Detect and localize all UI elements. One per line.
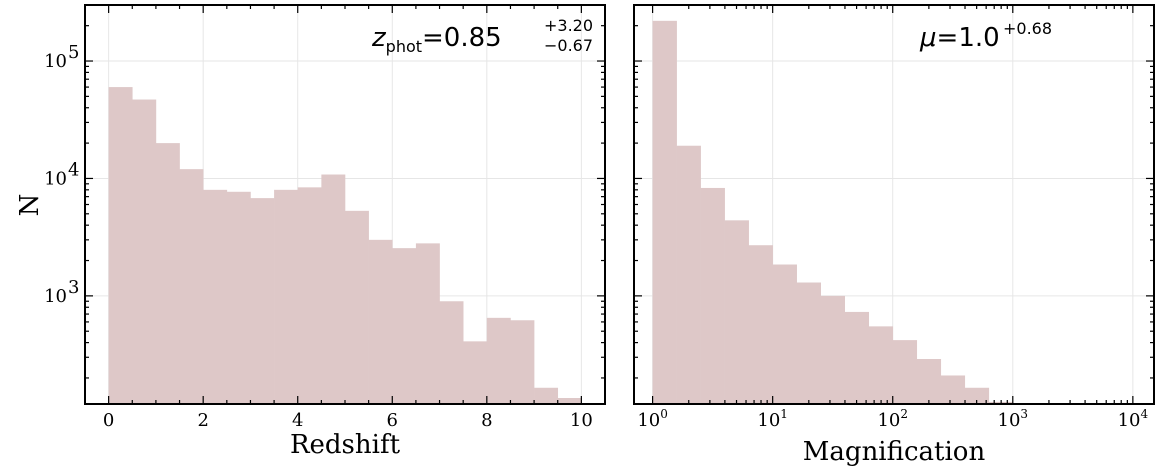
histogram-bar xyxy=(676,145,701,404)
x-tick-exponent: 3 xyxy=(1020,407,1028,421)
histogram-bar xyxy=(892,340,918,404)
histogram-bar xyxy=(510,320,535,404)
x-tick-label: 102 xyxy=(877,407,908,431)
histogram-bar xyxy=(463,341,488,404)
histogram-bar xyxy=(796,282,821,404)
redshift-plot-frame xyxy=(84,4,606,405)
svg-text:zphot=0.85: zphot=0.85 xyxy=(371,23,502,56)
x-tick-exponent: 0 xyxy=(660,407,668,421)
histogram-bar xyxy=(439,301,464,404)
annot-z-symbol: z xyxy=(371,23,387,53)
histogram-bar xyxy=(844,311,870,404)
redshift-annotation: zphot=0.85 +3.20 −0.67 xyxy=(371,16,593,56)
histogram-bar xyxy=(250,198,275,404)
histogram-bar xyxy=(297,187,322,404)
y-tick-label: 10 xyxy=(44,51,67,72)
x-tick-label: 103 xyxy=(998,407,1029,431)
histogram-bar xyxy=(940,375,966,404)
histogram-bar xyxy=(226,191,251,404)
annot-z-subscript: phot xyxy=(386,37,422,56)
histogram-bar xyxy=(772,264,797,404)
histogram-bar xyxy=(868,326,894,404)
histogram-bar xyxy=(748,245,773,404)
histogram-bar xyxy=(724,220,749,404)
histogram-bar xyxy=(486,317,511,404)
x-tick-label: 104 xyxy=(1118,407,1149,431)
histogram-bar xyxy=(392,248,417,404)
y-tick-exponent: 3 xyxy=(68,277,79,298)
x-tick-label: 101 xyxy=(757,407,788,431)
x-tick-label: 10 xyxy=(570,410,593,431)
redshift-bars xyxy=(108,87,582,404)
x-tick-label: 6 xyxy=(387,410,398,431)
histogram-bar xyxy=(557,397,582,404)
y-tick-exponent: 4 xyxy=(68,159,79,180)
histogram-bar xyxy=(321,174,346,404)
count-ylabel: N xyxy=(15,194,45,217)
svg-text:μ=1.0: μ=1.0 xyxy=(919,23,1000,53)
histogram-bar xyxy=(108,87,133,404)
x-tick-label: 0 xyxy=(103,410,114,431)
histogram-bar xyxy=(652,20,677,404)
annot-z-upper-error: +3.20 xyxy=(544,16,593,35)
x-tick-exponent: 4 xyxy=(1140,407,1148,421)
x-tick-exponent: 1 xyxy=(780,407,788,421)
annot-mu-symbol: μ xyxy=(919,23,937,53)
annot-mu-upper-error: +0.68 xyxy=(1003,19,1052,38)
x-tick-label: 8 xyxy=(481,410,492,431)
magnification-bars xyxy=(652,20,1014,404)
y-tick-label: 10 xyxy=(44,168,67,189)
annot-z-value: =0.85 xyxy=(422,23,502,53)
y-tick-exponent: 5 xyxy=(68,42,79,63)
y-tick-label: 10 xyxy=(44,286,67,307)
annot-z-lower-error: −0.67 xyxy=(544,36,593,55)
histogram-bar xyxy=(179,169,204,404)
histogram-bar xyxy=(155,143,180,404)
annot-mu-value: =1.0 xyxy=(937,23,1000,53)
x-tick-label: 4 xyxy=(292,410,303,431)
x-tick-label: 2 xyxy=(197,410,208,431)
histogram-bar xyxy=(368,239,393,404)
histogram-bar xyxy=(534,387,559,404)
magnification-histogram-panel: 100 101 102 103 104 μ=1.0 +0.68 Magnificatio… xyxy=(633,4,1155,467)
histogram-bar xyxy=(916,359,942,404)
x-tick-label: 100 xyxy=(637,407,668,431)
histogram-bar xyxy=(700,187,725,404)
histogram-bar xyxy=(274,189,299,404)
histogram-bar xyxy=(203,189,228,404)
histogram-bar xyxy=(820,295,846,404)
histogram-bar xyxy=(964,387,990,404)
magnification-annotation: μ=1.0 +0.68 xyxy=(919,19,1052,53)
magnification-plot-frame xyxy=(633,4,1155,405)
redshift-xlabel: Redshift xyxy=(290,430,401,460)
x-tick-exponent: 2 xyxy=(900,407,908,421)
histogram-bar xyxy=(345,210,369,404)
histogram-bar xyxy=(132,99,157,404)
histogram-bar xyxy=(415,243,440,404)
magnification-xlabel: Magnification xyxy=(803,437,986,467)
